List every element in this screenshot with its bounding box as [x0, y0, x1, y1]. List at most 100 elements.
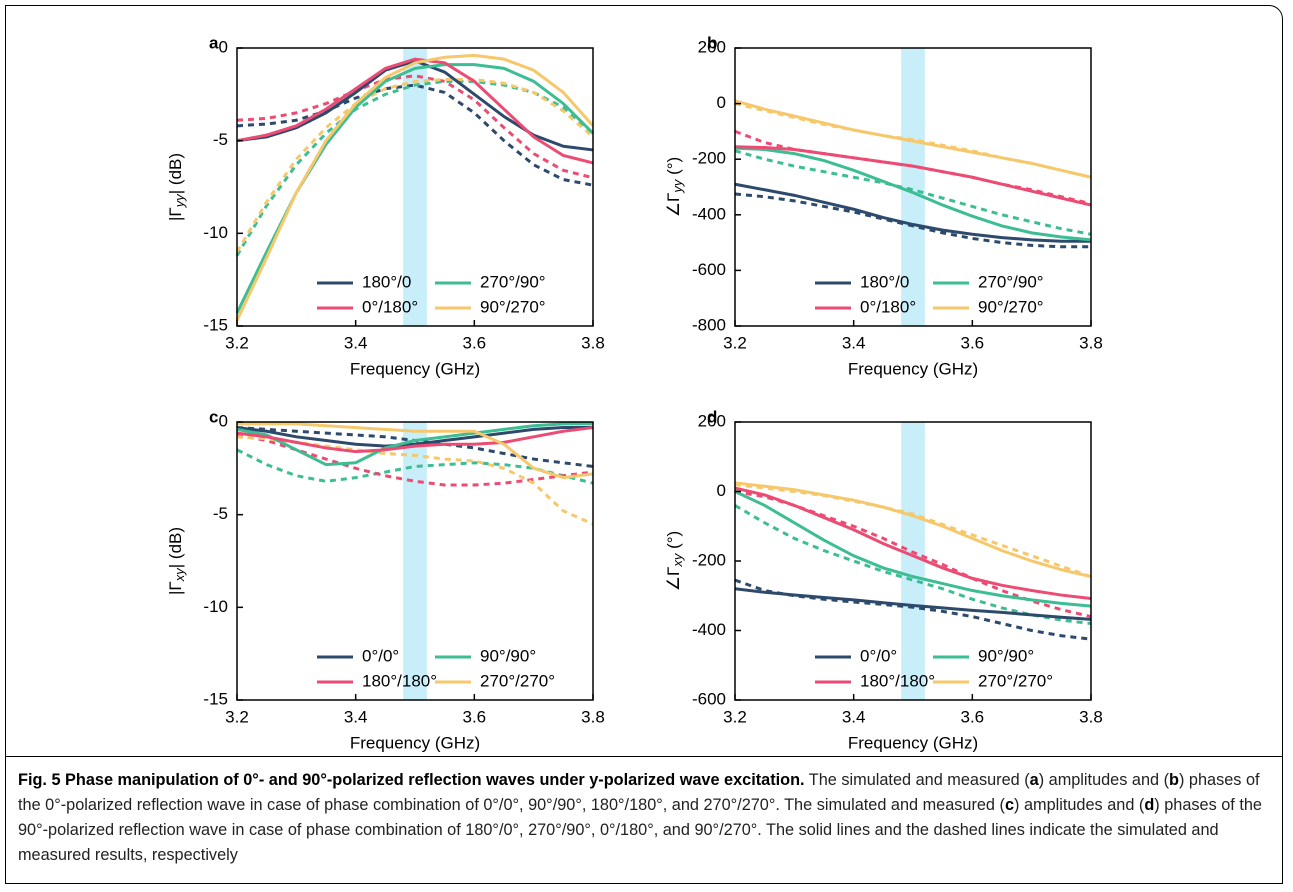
legend-label: 270°/90°	[480, 272, 546, 291]
highlight-band	[403, 422, 427, 700]
x-tick-label: 3.8	[1079, 333, 1103, 352]
y-tick-label: -10	[203, 597, 228, 616]
y-tick-label: -5	[213, 130, 228, 149]
caption-text: ) amplitudes and (	[1014, 796, 1145, 814]
simulated-line	[734, 99, 1092, 179]
measured-line	[734, 490, 1092, 619]
legend-label: 180°/0	[860, 272, 909, 291]
x-tick-label: 3.8	[581, 707, 605, 726]
x-tick-label: 3.4	[842, 707, 866, 726]
caption-text: Fig. 5 Phase manipulation of 0°- and 90°…	[18, 771, 805, 789]
y-axis-label-part: (°)	[664, 531, 683, 554]
caption-text: d	[1144, 796, 1155, 814]
caption-text: a	[1029, 771, 1039, 789]
y-axis-label-part: xy	[670, 552, 685, 568]
simulated-line	[235, 53, 595, 322]
plot-frame	[236, 421, 594, 701]
caption-text: c	[1004, 796, 1014, 814]
y-axis-label-part: | (dB)	[166, 527, 185, 568]
measured-line	[235, 78, 594, 253]
legend-label: 180°/180°	[860, 671, 935, 690]
y-tick-label: 0	[717, 481, 726, 500]
simulated-line	[734, 490, 1092, 608]
x-tick-label: 3.2	[723, 707, 747, 726]
legend-label: 270°/90°	[978, 272, 1044, 291]
panel-label: c	[209, 407, 218, 426]
simulated-line	[734, 587, 1092, 621]
y-tick-label: -800	[692, 315, 726, 334]
legend-label: 270°/270°	[480, 671, 555, 690]
legend-label: 0°/0°	[860, 646, 897, 665]
y-axis-label-part: |Γ	[166, 207, 185, 221]
caption-text: ) amplitudes and (	[1038, 771, 1170, 789]
y-axis-label-part: yy	[172, 193, 187, 209]
x-tick-label: 3.2	[723, 333, 747, 352]
legend-label: 0°/180°	[362, 297, 418, 316]
x-tick-label: 3.2	[225, 707, 249, 726]
highlight-band	[901, 422, 925, 700]
caption-text: The simulated and measured (	[804, 771, 1030, 789]
y-axis-label: |Γxy| (dB)	[166, 527, 187, 595]
y-tick-label: -10	[203, 223, 228, 242]
caption-text: ) phases of the 90°-polarized reflection…	[18, 796, 1262, 864]
x-tick-label: 3.4	[344, 333, 368, 352]
simulated-line	[734, 145, 1092, 207]
x-tick-label: 3.6	[961, 333, 985, 352]
simulated-line	[236, 422, 593, 467]
y-axis-label: |Γyy| (dB)	[166, 153, 187, 221]
measured-line	[734, 483, 1092, 579]
y-tick-label: 0	[219, 411, 228, 430]
plot-frame	[734, 47, 1092, 327]
y-tick-label: -600	[692, 689, 726, 708]
x-axis-label: Frequency (GHz)	[350, 733, 480, 752]
y-axis-label-part: (°)	[664, 157, 683, 180]
simulated-line	[734, 486, 1092, 601]
highlight-band	[403, 48, 427, 326]
x-tick-label: 3.2	[225, 333, 249, 352]
x-tick-label: 3.4	[344, 707, 368, 726]
y-axis-label-part: | (dB)	[166, 153, 185, 194]
y-tick-label: -200	[692, 550, 726, 569]
measured-line	[236, 74, 594, 180]
caption-separator	[5, 756, 1283, 757]
y-tick-label: -15	[203, 315, 228, 334]
measured-line	[734, 578, 1092, 641]
legend-label: 90°/270°	[978, 297, 1044, 316]
legend-label: 90°/90°	[480, 646, 536, 665]
simulated-line	[734, 182, 1091, 243]
legend-label: 270°/270°	[978, 671, 1053, 690]
y-axis-label-part: ∠Γ	[664, 567, 683, 592]
caption-text: ) phases of the 0°-polarized reflection …	[18, 771, 1260, 814]
x-axis-label: Frequency (GHz)	[350, 359, 480, 378]
simulated-line	[237, 422, 594, 480]
y-tick-label: -600	[692, 260, 726, 279]
y-axis-label-part: yy	[670, 178, 685, 194]
highlight-band	[901, 48, 925, 326]
y-axis-label: ∠Γyy (°)	[664, 157, 685, 217]
legend-label: 0°/0°	[362, 646, 399, 665]
y-tick-label: 200	[698, 411, 726, 430]
x-axis-label: Frequency (GHz)	[848, 359, 978, 378]
x-tick-label: 3.8	[1079, 707, 1103, 726]
y-tick-label: 0	[717, 93, 726, 112]
simulated-line	[236, 57, 594, 165]
y-axis-label-part: ∠Γ	[664, 193, 683, 218]
measured-line	[236, 83, 594, 187]
simulated-line	[734, 481, 1092, 579]
legend-label: 180°/180°	[362, 671, 437, 690]
y-tick-label: 200	[698, 37, 726, 56]
x-tick-label: 3.6	[961, 707, 985, 726]
y-tick-label: -5	[213, 504, 228, 523]
y-tick-label: 0	[219, 37, 228, 56]
y-axis-label: ∠Γxy (°)	[664, 531, 685, 591]
caption-text: b	[1169, 771, 1179, 789]
y-tick-label: -400	[692, 620, 726, 639]
y-axis-label-part: xy	[172, 567, 187, 583]
plot-frame	[236, 47, 594, 327]
x-tick-label: 3.4	[842, 333, 866, 352]
panel-label: b	[707, 33, 717, 52]
y-axis-label-part: |Γ	[166, 581, 185, 595]
legend-label: 0°/180°	[860, 297, 916, 316]
